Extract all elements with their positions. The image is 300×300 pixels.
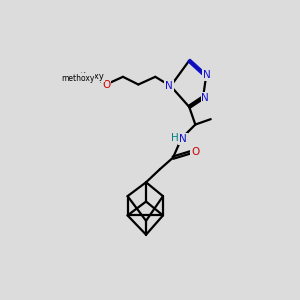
Text: N: N (165, 81, 173, 91)
Text: N: N (203, 70, 211, 80)
Text: methoxy: methoxy (68, 72, 104, 81)
Text: H: H (171, 133, 179, 142)
Text: N: N (202, 93, 209, 103)
Text: N: N (179, 134, 187, 144)
Text: O: O (191, 147, 200, 157)
Text: methoxy: methoxy (61, 74, 95, 83)
Text: O: O (102, 80, 110, 89)
